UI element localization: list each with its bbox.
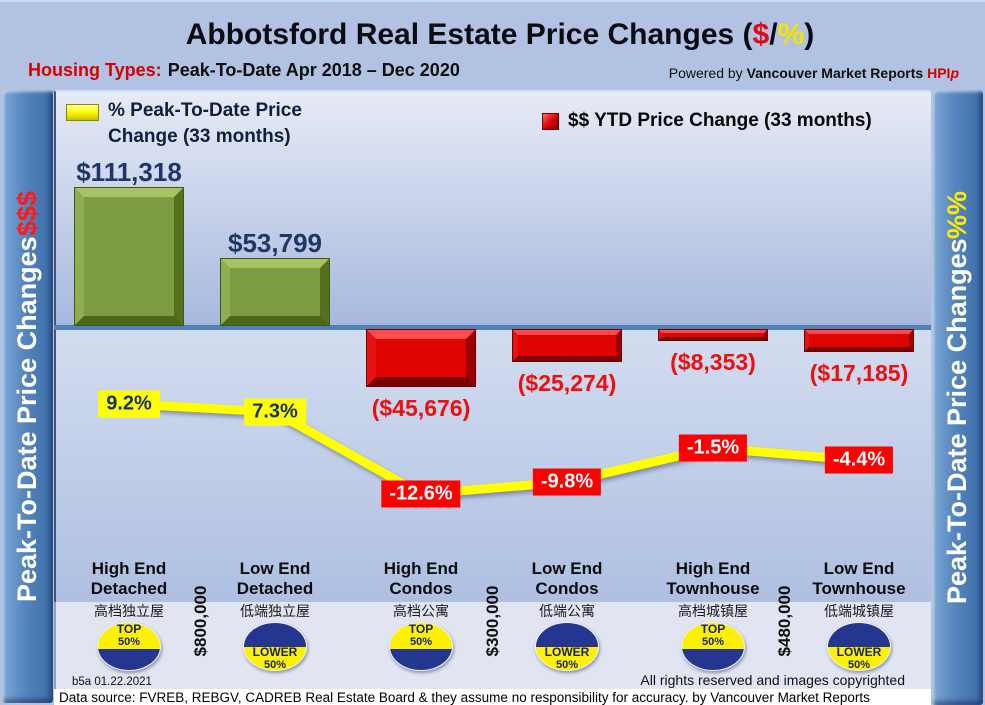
- category-label-zh: 低端城镇屋: [824, 603, 894, 619]
- bar-positive: [74, 187, 184, 326]
- title-text: Abbotsford Real Estate Price Changes (: [185, 18, 753, 51]
- datasource-text: Data source: FVREB, REBGV, CADREB Real E…: [59, 690, 870, 705]
- bar-positive: [220, 258, 330, 326]
- pct-point-label: -1.5%: [678, 434, 748, 462]
- category-label: Low End Townhouse: [812, 559, 906, 598]
- title-close: ): [804, 18, 815, 51]
- zero-axis-line: [54, 325, 931, 330]
- badge-half: TOP 50%: [682, 623, 744, 649]
- bar-negative: [804, 329, 914, 352]
- badge-half: [390, 648, 452, 670]
- badge-top-50: TOP 50%: [97, 622, 161, 671]
- legend-pct-series: % Peak-To-Date Price Change (33 months): [66, 98, 333, 149]
- badge-half: TOP 50%: [390, 623, 452, 649]
- datasource-bar: Data source: FVREB, REBGV, CADREB Real E…: [54, 689, 931, 705]
- category-label: Low End Condos: [531, 559, 603, 598]
- title-percent: %: [777, 18, 805, 51]
- category-label-zh: 高档城镇屋: [678, 603, 748, 619]
- badge-half: [244, 623, 306, 647]
- powered-brand: Vancouver Market Reports: [746, 65, 928, 81]
- pct-point-label: 9.2%: [98, 390, 160, 418]
- badge-half: [682, 648, 744, 670]
- powered-prefix: Powered by: [668, 65, 747, 81]
- subtitle-label: Housing Types:: [28, 60, 162, 80]
- category-label-zh: 低端独立屋: [240, 603, 310, 619]
- plot-area-positive: [54, 90, 931, 325]
- bar-value-label: $111,318: [76, 157, 182, 187]
- bar-negative: [366, 329, 476, 387]
- bar-negative: [658, 329, 768, 341]
- legend-pct-label: % Peak-To-Date Price Change (33 months): [108, 100, 302, 147]
- version-stamp: b5a 01.22.2021: [72, 676, 152, 688]
- pct-point-label: -4.4%: [824, 446, 894, 474]
- price-threshold-label: $800,000: [191, 585, 210, 657]
- pct-point-label: -9.8%: [532, 468, 602, 496]
- right-axis-accent: %%: [942, 190, 972, 239]
- badge-half: LOWER 50%: [536, 645, 598, 670]
- bar-value-label: ($45,676): [371, 395, 471, 421]
- category-label-zh: 低端公寓: [539, 603, 595, 619]
- category-band: [54, 602, 931, 689]
- bar-value-label: ($25,274): [517, 370, 617, 396]
- price-threshold-label: $300,000: [483, 585, 502, 657]
- powered-by: Powered by Vancouver Market Reports HPIp: [669, 65, 959, 81]
- badge-half: [98, 648, 160, 670]
- subtitle-range: Peak-To-Date Apr 2018 – Dec 2020: [167, 60, 460, 80]
- badge-lower-50: LOWER 50%: [243, 622, 307, 671]
- legend-pct-swatch-icon: [66, 104, 99, 121]
- left-axis-title: Peak-To-Date Price Changes $$$: [12, 191, 42, 602]
- category-label-zh: 高档公寓: [393, 603, 449, 619]
- bar-negative: [512, 329, 622, 362]
- powered-hpi: HPIp: [927, 65, 959, 81]
- bar-value-label: ($8,353): [670, 349, 756, 375]
- legend-usd-swatch-icon: [542, 112, 559, 130]
- category-label: High End Townhouse: [666, 559, 760, 598]
- title-slash: /: [769, 18, 778, 51]
- rights-note: All rights reserved and images copyright…: [640, 672, 905, 688]
- subtitle: Housing Types: Peak-To-Date Apr 2018 – De…: [28, 60, 460, 81]
- bar-value-label: ($17,185): [809, 360, 909, 386]
- category-label-zh: 高档独立屋: [94, 603, 164, 619]
- legend-usd-series: $$ YTD Price Change (33 months): [542, 110, 872, 132]
- badge-half: LOWER 50%: [828, 645, 890, 670]
- badge-half: [536, 623, 598, 647]
- right-axis-rail: Peak-To-Date Price Changes %%: [932, 90, 983, 705]
- badge-lower-50: LOWER 50%: [827, 622, 891, 671]
- left-axis-rail: Peak-To-Date Price Changes $$$: [2, 90, 53, 703]
- badge-half: [828, 623, 890, 647]
- badge-half: LOWER 50%: [244, 645, 306, 670]
- category-label: High End Condos: [383, 559, 459, 598]
- header: Abbotsford Real Estate Price Changes ($/…: [0, 2, 985, 90]
- chart-area: % Peak-To-Date Price Change (33 months) …: [54, 90, 931, 705]
- category-label: Low End Detached: [236, 559, 314, 598]
- badge-top-50: TOP 50%: [681, 622, 745, 671]
- badge-half: TOP 50%: [98, 623, 160, 649]
- price-threshold-label: $480,000: [775, 585, 794, 657]
- legend-usd-label: $$ YTD Price Change (33 months): [568, 110, 872, 131]
- left-axis-accent: $$$: [12, 191, 42, 237]
- badge-lower-50: LOWER 50%: [535, 622, 599, 671]
- page-title: Abbotsford Real Estate Price Changes ($/…: [60, 18, 940, 52]
- right-axis-title: Peak-To-Date Price Changes %%: [942, 190, 972, 605]
- pct-point-label: 7.3%: [244, 398, 306, 426]
- title-dollar: $: [752, 18, 770, 51]
- pct-point-label: -12.6%: [381, 480, 461, 508]
- badge-top-50: TOP 50%: [389, 622, 453, 671]
- category-label: High End Detached: [90, 559, 168, 598]
- bar-value-label: $53,799: [228, 228, 322, 258]
